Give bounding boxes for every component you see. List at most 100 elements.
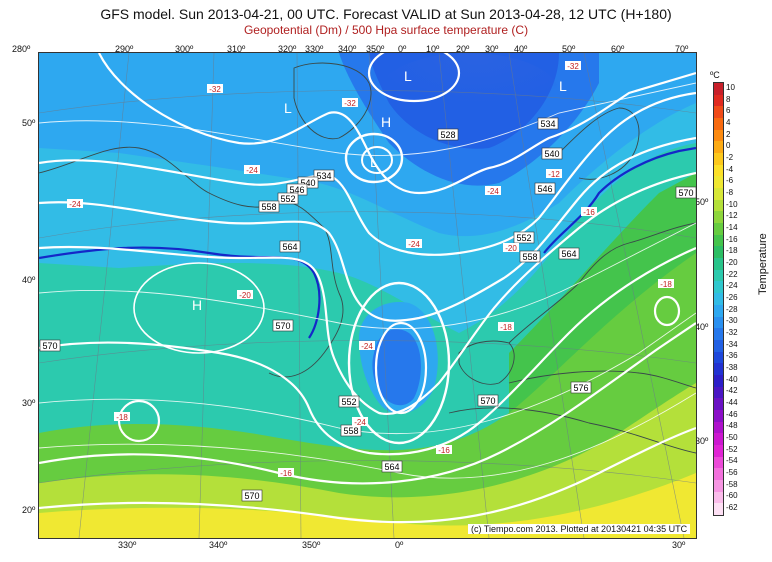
contour-label-text: 576 (573, 383, 588, 393)
lon-label: 0º (395, 540, 404, 550)
contour-label-text: 564 (282, 242, 297, 252)
colorbar-cell (714, 164, 723, 177)
colorbar-cell (714, 456, 723, 469)
weather-map[interactable]: L L H L L H 534 540 546 552 558 564 570 … (38, 52, 697, 539)
colorbar-label: -44 (726, 398, 738, 408)
temp-label-box: -24 (244, 165, 260, 175)
temp-label-box: -24 (352, 417, 368, 427)
isotherm (39, 392, 696, 479)
temp-label-box: -18 (114, 412, 130, 422)
coastline-africa (448, 407, 696, 454)
temperature-labels: -32 -32 -24 -24 -24 -20 -24 -20 -18 -32 … (67, 61, 674, 478)
colorbar-label: -56 (726, 468, 738, 478)
contour-label-text: 558 (522, 252, 537, 262)
temp-band-warm-south (39, 383, 696, 538)
contour-label-box: 552 (513, 231, 535, 244)
lon-label: 10º (426, 44, 440, 54)
pressure-system-letter: L (559, 78, 567, 94)
colorbar-label: 4 (726, 117, 731, 127)
graticule-line (39, 460, 696, 484)
contour-label-box: 552 (277, 192, 299, 205)
temp-label-text: -20 (505, 244, 517, 253)
temp-label-box: -12 (546, 169, 562, 179)
contour-label-box: 546 (534, 182, 556, 195)
lon-label: 350º (366, 44, 385, 54)
contour-label-text: 564 (384, 462, 399, 472)
contour-label-box: 534 (313, 169, 335, 182)
contour-546 (39, 91, 696, 256)
map-canvas: L L H L L H 534 540 546 552 558 564 570 … (39, 53, 696, 538)
temp-label-box: -24 (406, 239, 422, 249)
lon-label: 30º (672, 540, 686, 550)
colorbar-cell (714, 328, 723, 341)
graticule-line (198, 53, 215, 538)
chart-subtitle: Geopotential (Dm) / 500 Hpa surface temp… (243, 23, 529, 37)
colorbar-label: -30 (726, 316, 738, 326)
temp-band-mild-south (39, 253, 696, 538)
contour-iceland-low-inner (361, 146, 393, 174)
colorbar-label: -62 (726, 503, 738, 513)
coastline-europe (508, 222, 696, 344)
colorbar-label: -52 (726, 444, 738, 454)
colorbar-label: 2 (726, 129, 731, 139)
contour-label-box: 534 (537, 117, 559, 130)
temp-label-text: -18 (116, 413, 128, 422)
temp-label-text: -12 (548, 170, 560, 179)
contour-564 (39, 171, 696, 416)
contour-north-low (367, 53, 461, 103)
colorbar-label: -26 (726, 293, 738, 302)
temp-label-box: -32 (565, 61, 581, 71)
colorbar-cell (714, 246, 723, 259)
contour-label-text: 570 (678, 188, 693, 198)
lon-label: 320º (278, 44, 297, 54)
contour-534 (98, 53, 696, 195)
temperature-isotherms (39, 82, 696, 479)
contour-label-text: 540 (300, 178, 315, 188)
colorbar-cell (714, 491, 723, 504)
colorbar-cell (714, 421, 723, 434)
contour-label-text: 570 (480, 396, 495, 406)
colorbar-cell (714, 106, 723, 119)
contour-582 (39, 426, 696, 524)
temp-label-box: -18 (658, 279, 674, 289)
colorbar-label: -42 (726, 386, 738, 396)
colorbar-label: -2 (726, 152, 734, 162)
temp-label-text: -24 (361, 342, 373, 351)
colorbar-label: -14 (726, 222, 738, 232)
contour-label-box: 570 (241, 489, 263, 502)
colorbar-label: -46 (726, 409, 738, 419)
isotherm (39, 82, 696, 157)
temp-label-text: -32 (209, 85, 221, 94)
lat-label: 30º (22, 398, 36, 408)
isotherm (39, 222, 696, 330)
temp-label-box: -24 (485, 186, 501, 196)
contour-labels: 534 540 546 552 558 564 570 528 534 540 … (39, 117, 696, 502)
temp-band-warmer-south (39, 473, 696, 538)
lon-label: 40º (514, 44, 528, 54)
colorbar-cell (714, 199, 723, 212)
colorbar-label: -38 (726, 363, 738, 373)
temp-label-text: -24 (408, 240, 420, 249)
contour-iceland-low (344, 132, 404, 184)
colorbar-cell (714, 234, 723, 247)
lon-label: 60º (611, 44, 625, 54)
contour-west-high (133, 262, 265, 354)
temp-label-box: -18 (498, 322, 514, 332)
colorbar-label: -18 (726, 246, 738, 256)
colorbar-cell (714, 316, 723, 329)
temp-label-text: -16 (438, 446, 450, 455)
pressure-system-letter: L (284, 100, 292, 116)
lon-label: 20º (456, 44, 470, 54)
colorbar-label: -24 (726, 281, 738, 291)
colorbar-cell (714, 503, 723, 516)
contour-label-text: 570 (42, 341, 57, 351)
colorbar-cell (714, 211, 723, 224)
temp-band-cutoff-low-core (372, 329, 421, 406)
temp-label-box: -16 (436, 445, 452, 455)
colorbar-cell (714, 386, 723, 399)
colorbar-label: -12 (726, 211, 738, 221)
colorbar-cell (714, 304, 723, 317)
contour-label-text: 552 (516, 233, 531, 243)
lon-label: 0º (398, 44, 407, 54)
contour-label-box: 570 (272, 319, 294, 332)
